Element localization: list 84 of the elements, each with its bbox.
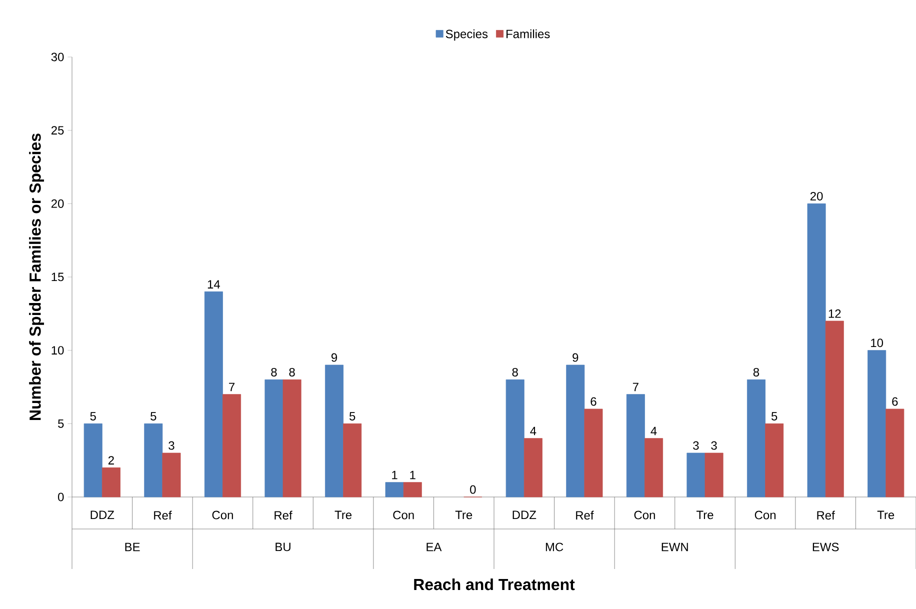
- legend-label: Families: [506, 29, 550, 38]
- data-label: 12: [828, 309, 841, 318]
- data-label: 3: [711, 441, 717, 450]
- y-axis-title: Number of Spider Families or Species: [29, 134, 44, 420]
- legend-label: Species: [446, 29, 488, 41]
- x-tick-label: Con: [212, 510, 233, 520]
- data-label: 5: [349, 412, 356, 420]
- data-label: 10: [871, 338, 884, 348]
- y-tick-label: 25: [51, 126, 64, 135]
- bar: [144, 423, 163, 498]
- bar: [644, 438, 664, 498]
- bar: [704, 452, 724, 498]
- text: BU: [276, 542, 290, 552]
- data-label: 20: [810, 192, 823, 200]
- x-tick-label: DDZ: [512, 510, 536, 520]
- x-tick-label: Con: [393, 510, 414, 520]
- x-tick-label: Ref: [274, 510, 292, 520]
- data-label: 7: [229, 382, 234, 392]
- bar: [566, 364, 585, 498]
- bar: [325, 364, 344, 498]
- text: EA: [426, 542, 442, 552]
- data-label: 4: [530, 426, 536, 436]
- x-tick-label: Tre: [455, 510, 472, 520]
- bar: [264, 379, 284, 498]
- x-tick-label: Ref: [576, 510, 594, 520]
- data-label: 5: [150, 412, 156, 420]
- bar: [162, 452, 181, 498]
- y-tick-label: 10: [52, 346, 64, 355]
- bar: [807, 203, 826, 498]
- data-label: 8: [512, 368, 518, 376]
- x-axis-title: Reach and Treatment: [414, 578, 575, 590]
- data-label: 9: [572, 353, 578, 362]
- bar: [686, 452, 706, 498]
- data-label: 8: [753, 368, 760, 376]
- y-tick-label: 0: [58, 492, 64, 502]
- data-label: 14: [208, 280, 220, 288]
- data-label: 6: [590, 397, 596, 406]
- bar: [765, 423, 784, 498]
- x-tick-label: DDZ: [90, 510, 114, 520]
- bar: [102, 467, 120, 498]
- data-label: 0: [470, 485, 476, 494]
- y-tick-label: 20: [51, 199, 64, 208]
- bar: [506, 379, 524, 498]
- bar: [626, 394, 645, 498]
- bar: [204, 291, 223, 498]
- bar: [747, 379, 766, 498]
- bar: [868, 350, 886, 498]
- x-tick-label: Ref: [154, 510, 172, 520]
- x-tick-label: Ref: [817, 510, 835, 520]
- bar: [825, 320, 844, 498]
- x-tick-label: Tre: [334, 510, 352, 520]
- data-label: 6: [892, 397, 898, 406]
- data-label: 5: [771, 412, 778, 420]
- y-tick-label: 30: [51, 52, 64, 62]
- data-label: 4: [650, 426, 657, 436]
- x-tick-label: Tre: [877, 510, 894, 520]
- bar: [84, 423, 102, 498]
- data-label: 2: [108, 456, 114, 464]
- data-label: 7: [632, 382, 638, 392]
- text: MC: [546, 542, 564, 552]
- text: EWN: [662, 542, 688, 552]
- data-label: 5: [90, 412, 96, 420]
- bar: [584, 408, 603, 498]
- text: EWS: [812, 542, 839, 552]
- data-label: 8: [289, 368, 295, 376]
- data-label: 1: [392, 470, 398, 480]
- data-label: 1: [410, 470, 416, 480]
- x-tick-label: Con: [634, 510, 655, 520]
- y-tick-label: 15: [52, 272, 64, 282]
- data-label: 3: [168, 441, 174, 450]
- y-tick-label: 5: [58, 419, 64, 428]
- data-label: 8: [271, 368, 277, 376]
- text: BE: [125, 542, 140, 552]
- bar: [282, 379, 302, 498]
- bar: [886, 408, 904, 498]
- x-tick-label: Con: [754, 510, 776, 520]
- data-label: 3: [693, 441, 699, 450]
- bar: [343, 423, 362, 498]
- data-label: 9: [331, 353, 338, 362]
- x-tick-label: Tre: [696, 510, 714, 520]
- bar: [403, 482, 422, 498]
- bar: [385, 482, 404, 498]
- bar: [524, 438, 542, 498]
- bar: [222, 394, 242, 498]
